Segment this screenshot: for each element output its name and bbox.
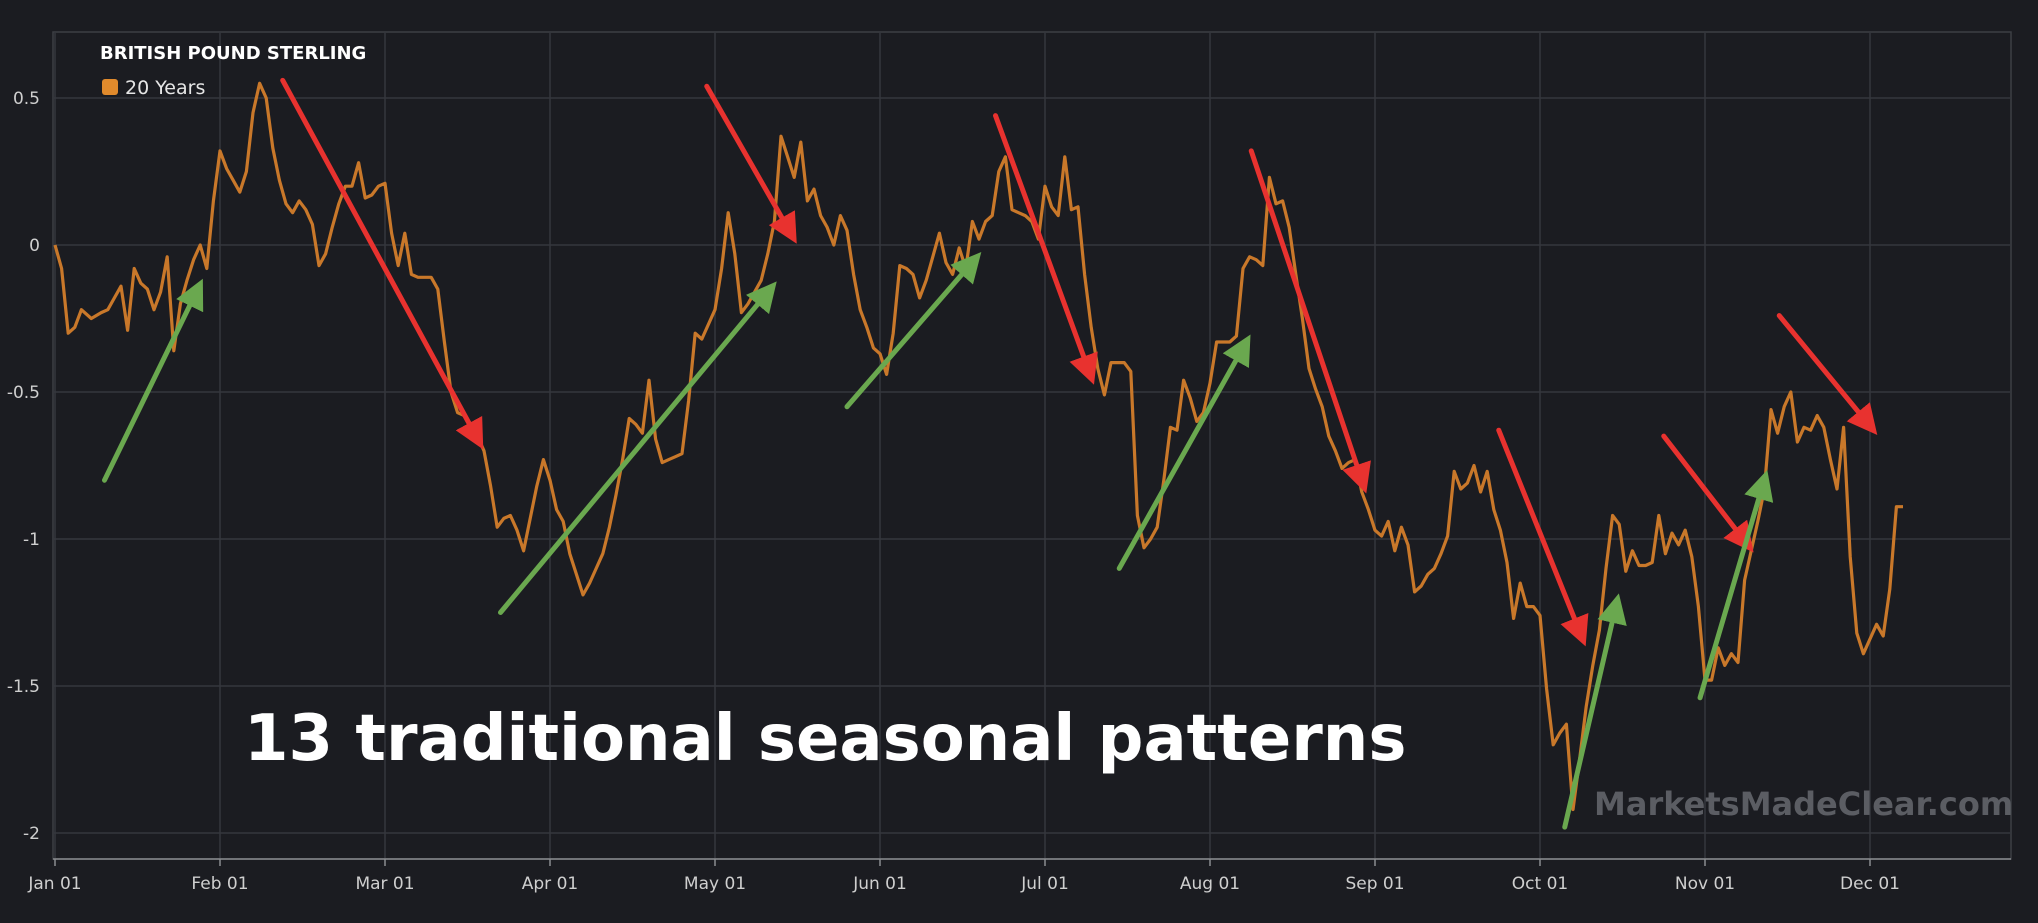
- trend-arrow-up: [1116, 334, 1251, 571]
- trend-arrow-down: [993, 113, 1098, 385]
- trend-arrow-down: [704, 83, 797, 244]
- watermark: MarketsMadeClear.com: [1594, 785, 2013, 823]
- x-tick-label: Nov 01: [1675, 874, 1735, 894]
- series-layer: [53, 81, 1903, 812]
- x-tick-label: Jan 01: [27, 874, 81, 894]
- x-tick-label: Aug 01: [1180, 874, 1240, 894]
- trend-arrow-up: [844, 252, 982, 410]
- legend: BRITISH POUND STERLING 20 Years: [100, 43, 366, 99]
- chart-title: BRITISH POUND STERLING: [100, 43, 366, 64]
- x-tick-label: Jun 01: [852, 874, 907, 894]
- trend-arrow-down: [1661, 433, 1754, 553]
- y-tick-label: -0.5: [7, 383, 40, 403]
- series-line-20-years: [53, 81, 1903, 812]
- trend-arrow-up: [498, 281, 777, 615]
- annotation-headline: 13 traditional seasonal patterns: [244, 702, 1406, 776]
- y-tick-label: -1: [23, 530, 40, 550]
- y-tick-label: -1.5: [7, 677, 40, 697]
- x-tick-label: Apr 01: [522, 874, 578, 894]
- x-tick-label: Feb 01: [191, 874, 248, 894]
- x-tick-label: Dec 01: [1840, 874, 1900, 894]
- legend-label: 20 Years: [125, 77, 205, 99]
- trend-arrow-down: [280, 77, 484, 450]
- trend-arrow-up: [1697, 469, 1774, 701]
- y-tick-label: 0.5: [13, 89, 40, 109]
- grid-layer: [53, 32, 2011, 859]
- trend-arrow-up: [102, 278, 204, 483]
- x-tick-label: Oct 01: [1512, 874, 1568, 894]
- x-tick-label: Mar 01: [355, 874, 414, 894]
- axis-layer: 0.5 0 -0.5 -1 -1.5 -2 Jan 01 Feb 01 Mar 01 Apr 01…: [7, 89, 2011, 894]
- y-tick-label: -2: [23, 824, 40, 844]
- y-tick-label: 0: [29, 236, 40, 256]
- arrow-layer: [102, 77, 1878, 830]
- trend-arrow-down: [1496, 427, 1589, 647]
- trend-arrow-down: [1248, 148, 1371, 494]
- x-tick-label: Sep 01: [1345, 874, 1404, 894]
- legend-swatch: [102, 79, 118, 95]
- trend-arrow-up: [1562, 593, 1627, 830]
- x-tick-label: Jul 01: [1020, 874, 1069, 894]
- x-tick-label: May 01: [684, 874, 746, 894]
- trend-arrow-down: [1776, 313, 1878, 435]
